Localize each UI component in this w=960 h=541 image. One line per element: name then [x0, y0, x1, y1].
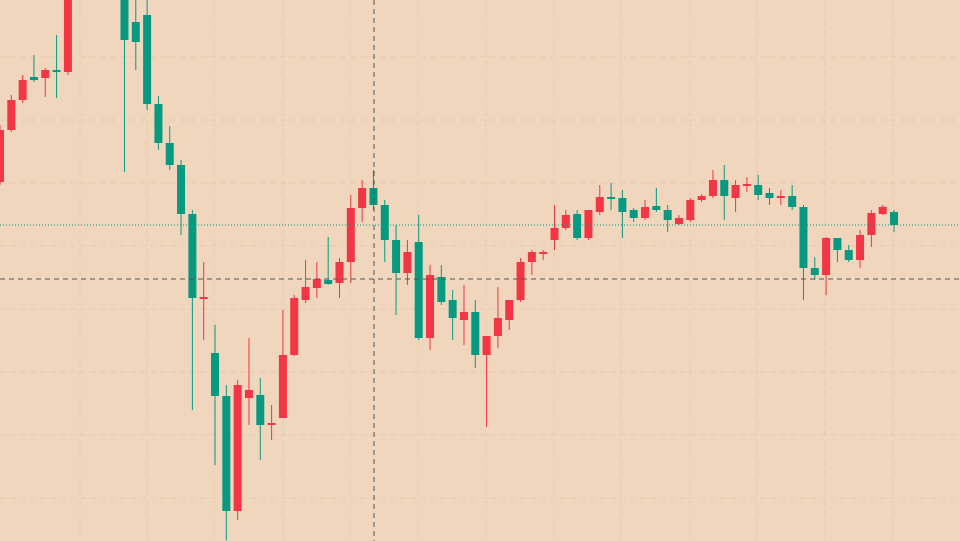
candle-body: [663, 210, 672, 220]
candle-body: [177, 165, 186, 214]
candle-body: [833, 238, 842, 250]
candle-body: [211, 353, 220, 396]
candle-body: [7, 100, 16, 130]
candle-body: [278, 355, 287, 418]
candle-body: [154, 104, 163, 143]
candle-body: [120, 0, 129, 40]
candle-body: [674, 218, 683, 224]
candle-body: [844, 250, 853, 260]
candle-body: [312, 279, 321, 288]
candle-body: [18, 80, 27, 100]
candle-body: [403, 252, 412, 273]
candle-body: [573, 214, 582, 238]
candle-body: [448, 300, 457, 318]
candle-body: [765, 193, 774, 198]
candle-body: [708, 180, 717, 196]
candle-body: [380, 205, 389, 240]
candle-body: [256, 395, 265, 425]
candle-body: [471, 312, 480, 355]
candle-body: [267, 423, 276, 425]
candle-body: [222, 396, 231, 511]
candle-body: [63, 0, 72, 72]
candle-body: [607, 197, 616, 199]
candle-body: [720, 180, 729, 196]
candle-body: [550, 228, 559, 240]
candle-body: [426, 275, 435, 338]
candle-body: [505, 300, 514, 320]
candle-body: [788, 196, 797, 207]
candle-body: [878, 207, 887, 214]
candle-body: [244, 390, 253, 398]
candle-body: [742, 184, 751, 186]
candle-body: [618, 198, 627, 212]
candle-body: [290, 298, 299, 355]
candle-body: [810, 268, 819, 275]
candle-body: [595, 197, 604, 212]
candle-body: [143, 15, 152, 104]
candle-body: [324, 280, 333, 284]
candle-body: [754, 185, 763, 195]
candle-body: [41, 70, 50, 78]
candle-body: [358, 188, 367, 208]
candle-body: [335, 262, 344, 283]
candle-body: [697, 196, 706, 200]
candle-body: [414, 242, 423, 338]
candle-body: [52, 70, 61, 72]
candle-body: [799, 207, 808, 268]
candle-body: [199, 297, 208, 299]
candle-body: [165, 143, 174, 165]
candle-body: [482, 336, 491, 355]
candle-body: [641, 207, 650, 218]
candle-body: [890, 212, 898, 225]
candle-body: [188, 214, 197, 298]
candle-body: [652, 206, 661, 210]
candle-body: [629, 210, 638, 218]
candle-body: [369, 188, 378, 205]
candle-body: [459, 312, 468, 320]
candle-body: [392, 240, 401, 273]
candle-body: [346, 208, 355, 262]
candles: [0, 0, 898, 540]
candle-body: [131, 22, 140, 42]
candle-body: [233, 385, 242, 511]
candle-body: [561, 215, 570, 228]
candle-body: [301, 287, 310, 300]
candle-body: [731, 185, 740, 198]
candle-body: [493, 318, 502, 336]
candle-body: [776, 196, 785, 198]
candle-body: [29, 77, 38, 80]
candle-body: [584, 210, 593, 238]
candle-body: [822, 238, 831, 275]
candle-body: [527, 252, 536, 262]
candle-body: [686, 200, 695, 220]
candle-body: [539, 252, 548, 254]
candle-body: [516, 262, 525, 300]
candle-body: [867, 213, 876, 235]
candle-body: [856, 235, 865, 260]
candle-body: [0, 130, 4, 182]
candle-body: [437, 277, 446, 302]
